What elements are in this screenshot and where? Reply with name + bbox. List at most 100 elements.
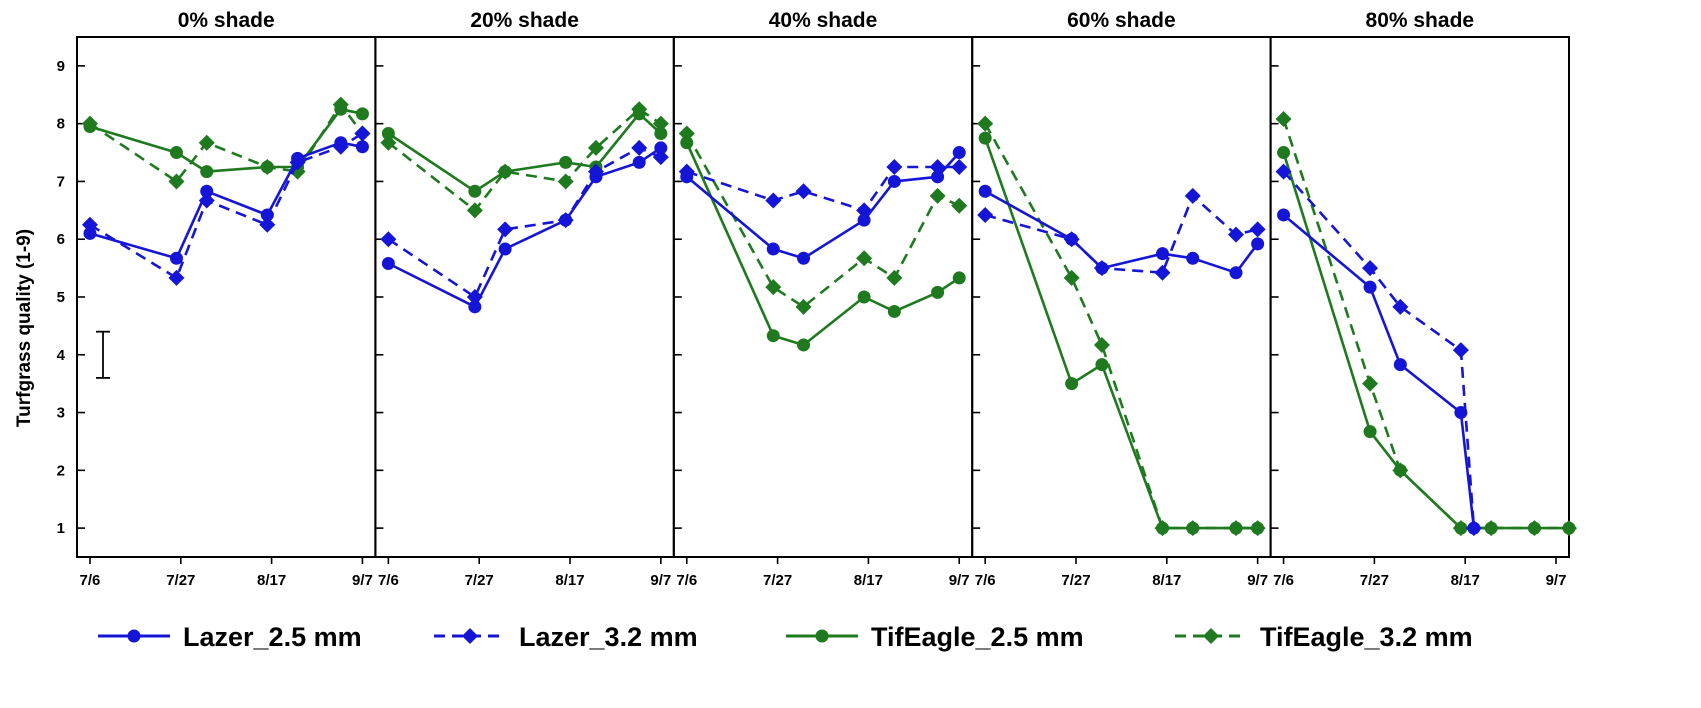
series-line-tifeagle-3-2-mm xyxy=(1282,118,1569,530)
x-tick-label: 7/6 xyxy=(1273,572,1294,589)
data-point-tifeagle-3-2-mm xyxy=(198,134,215,151)
data-point-lazer-3-2-mm xyxy=(1184,187,1201,204)
data-point-tifeagle-3-2-mm xyxy=(929,187,946,204)
data-point-lazer-2-5-mm xyxy=(1155,247,1169,261)
data-point-lazer-2-5-mm xyxy=(1251,237,1265,251)
data-point-tifeagle-2-5-mm xyxy=(169,146,183,160)
data-point-tifeagle-2-5-mm xyxy=(355,107,369,121)
data-point-tifeagle-2-5-mm xyxy=(468,184,482,198)
data-point-lazer-3-2-mm xyxy=(81,216,98,233)
panel-20-shade: 20% shade 7/6 7/27 8/17 9/7 xyxy=(374,9,675,589)
series-line-lazer-2-5-mm xyxy=(1282,214,1476,529)
data-point-tifeagle-3-2-mm xyxy=(587,139,604,156)
data-point-lazer-2-5-mm xyxy=(766,242,780,256)
data-point-lazer-3-2-mm xyxy=(856,202,873,219)
data-point-tifeagle-3-2-mm xyxy=(332,96,349,113)
data-point-lazer-2-5-mm xyxy=(978,184,992,198)
data-point-lazer-2-5-mm xyxy=(952,146,966,160)
series-tifeagle-3-2-mm-20-shade xyxy=(380,101,669,219)
series-line-tifeagle-2-5-mm xyxy=(1282,152,1569,530)
series-line-tifeagle-3-2-mm xyxy=(685,132,960,309)
data-point-tifeagle-2-5-mm xyxy=(931,285,945,299)
data-point-tifeagle-3-2-mm xyxy=(678,125,695,142)
series-lazer-3-2-mm-20-shade xyxy=(380,139,669,305)
series-line-lazer-3-2-mm xyxy=(984,194,1258,275)
y-tick-label: 1 xyxy=(57,520,65,537)
series-lazer-2-5-mm-60-shade xyxy=(978,184,1265,280)
series-lazer-3-2-mm-40-shade xyxy=(678,159,968,219)
data-point-lazer-3-2-mm xyxy=(977,206,994,223)
series-lazer-2-5-mm-0-shade xyxy=(83,136,369,265)
y-tick-label: 9 xyxy=(57,58,65,75)
panel-title-0-shade: 0% shade xyxy=(178,9,275,32)
data-point-tifeagle-3-2-mm xyxy=(1063,269,1080,286)
data-point-lazer-3-2-mm xyxy=(886,159,903,175)
data-point-tifeagle-3-2-mm xyxy=(1392,462,1409,479)
panel-title-20-shade: 20% shade xyxy=(470,9,579,32)
data-point-tifeagle-2-5-mm xyxy=(1363,425,1377,439)
data-point-lazer-3-2-mm xyxy=(1093,260,1110,277)
data-point-tifeagle-3-2-mm xyxy=(1362,375,1379,392)
data-point-tifeagle-3-2-mm xyxy=(795,298,812,315)
legend-item-lazer-3-2-mm: Lazer_3.2 mm xyxy=(434,622,698,652)
series-tifeagle-2-5-mm-20-shade xyxy=(381,107,668,198)
data-point-lazer-3-2-mm xyxy=(1249,221,1266,238)
x-tick-label: 7/27 xyxy=(465,572,494,589)
x-tick-label: 8/17 xyxy=(257,572,286,589)
data-point-lazer-3-2-mm xyxy=(380,231,397,248)
data-point-tifeagle-3-2-mm xyxy=(1561,520,1577,537)
data-point-tifeagle-2-5-mm xyxy=(381,126,395,140)
data-point-lazer-3-2-mm xyxy=(198,192,215,209)
data-point-tifeagle-2-5-mm xyxy=(1065,377,1079,391)
data-point-tifeagle-2-5-mm xyxy=(1095,358,1109,372)
data-point-lazer-3-2-mm xyxy=(1063,231,1080,248)
data-point-lazer-3-2-mm xyxy=(652,149,669,166)
data-point-lazer-3-2-mm xyxy=(168,269,185,286)
x-tick-label: 9/7 xyxy=(650,572,671,589)
data-point-tifeagle-3-2-mm xyxy=(1249,520,1266,537)
panel-0-shade: 0% shade 1 2 3 4 5 6 7 8 9 7/6 7/27 8/17 9/7 xyxy=(57,9,377,589)
data-point-tifeagle-3-2-mm xyxy=(1452,520,1469,537)
y-tick-label: 8 xyxy=(57,116,65,133)
data-point-tifeagle-2-5-mm xyxy=(952,271,966,285)
legend-label-tifeagle-2-5-mm: TifEagle_2.5 mm xyxy=(871,622,1084,652)
legend-marker-lazer-3-2-mm xyxy=(462,628,478,644)
data-point-lazer-3-2-mm xyxy=(466,289,483,305)
series-line-lazer-3-2-mm xyxy=(387,146,662,299)
legend-label-tifeagle-3-2-mm: TifEagle_3.2 mm xyxy=(1260,622,1473,652)
data-point-lazer-2-5-mm xyxy=(654,141,668,155)
data-point-lazer-3-2-mm xyxy=(1154,264,1171,281)
panel-80-shade: 80% shade 7/6 7/27 8/17 9/7 xyxy=(1269,9,1577,589)
legend-marker-tifeagle-3-2-mm xyxy=(1203,628,1219,644)
data-point-lazer-2-5-mm xyxy=(887,174,901,188)
data-point-tifeagle-2-5-mm xyxy=(797,338,811,352)
data-point-lazer-3-2-mm xyxy=(765,192,782,209)
data-point-lazer-3-2-mm xyxy=(332,138,349,155)
panel-title-60-shade: 60% shade xyxy=(1067,9,1176,32)
data-point-tifeagle-2-5-mm xyxy=(887,304,901,318)
series-tifeagle-3-2-mm-80-shade xyxy=(1275,111,1577,537)
panel-frame-20-shade xyxy=(374,36,675,558)
y-tick-label: 2 xyxy=(57,462,65,479)
data-point-lazer-3-2-mm xyxy=(557,212,574,229)
legend-marker-tifeagle-2-5-mm xyxy=(815,629,829,643)
data-point-lazer-2-5-mm xyxy=(200,184,214,198)
data-point-lazer-3-2-mm xyxy=(631,139,648,156)
data-point-lazer-3-2-mm xyxy=(259,216,276,233)
legend-item-tifeagle-2-5-mm: TifEagle_2.5 mm xyxy=(786,622,1084,652)
y-tick-label: 4 xyxy=(57,347,66,364)
series-lazer-3-2-mm-80-shade xyxy=(1275,163,1482,537)
panel-frame-0-shade xyxy=(76,36,377,558)
data-point-tifeagle-3-2-mm xyxy=(1154,520,1171,537)
data-point-lazer-2-5-mm xyxy=(1186,251,1200,265)
series-lazer-3-2-mm-0-shade xyxy=(81,125,371,286)
series-lazer-3-2-mm-60-shade xyxy=(977,187,1266,281)
x-tick-label: 8/17 xyxy=(854,572,883,589)
series-line-tifeagle-2-5-mm xyxy=(685,142,960,347)
series-tifeagle-3-2-mm-60-shade xyxy=(977,115,1266,537)
x-tick-label: 8/17 xyxy=(1152,572,1181,589)
data-point-tifeagle-3-2-mm xyxy=(977,115,994,132)
data-point-lazer-2-5-mm xyxy=(381,256,395,270)
